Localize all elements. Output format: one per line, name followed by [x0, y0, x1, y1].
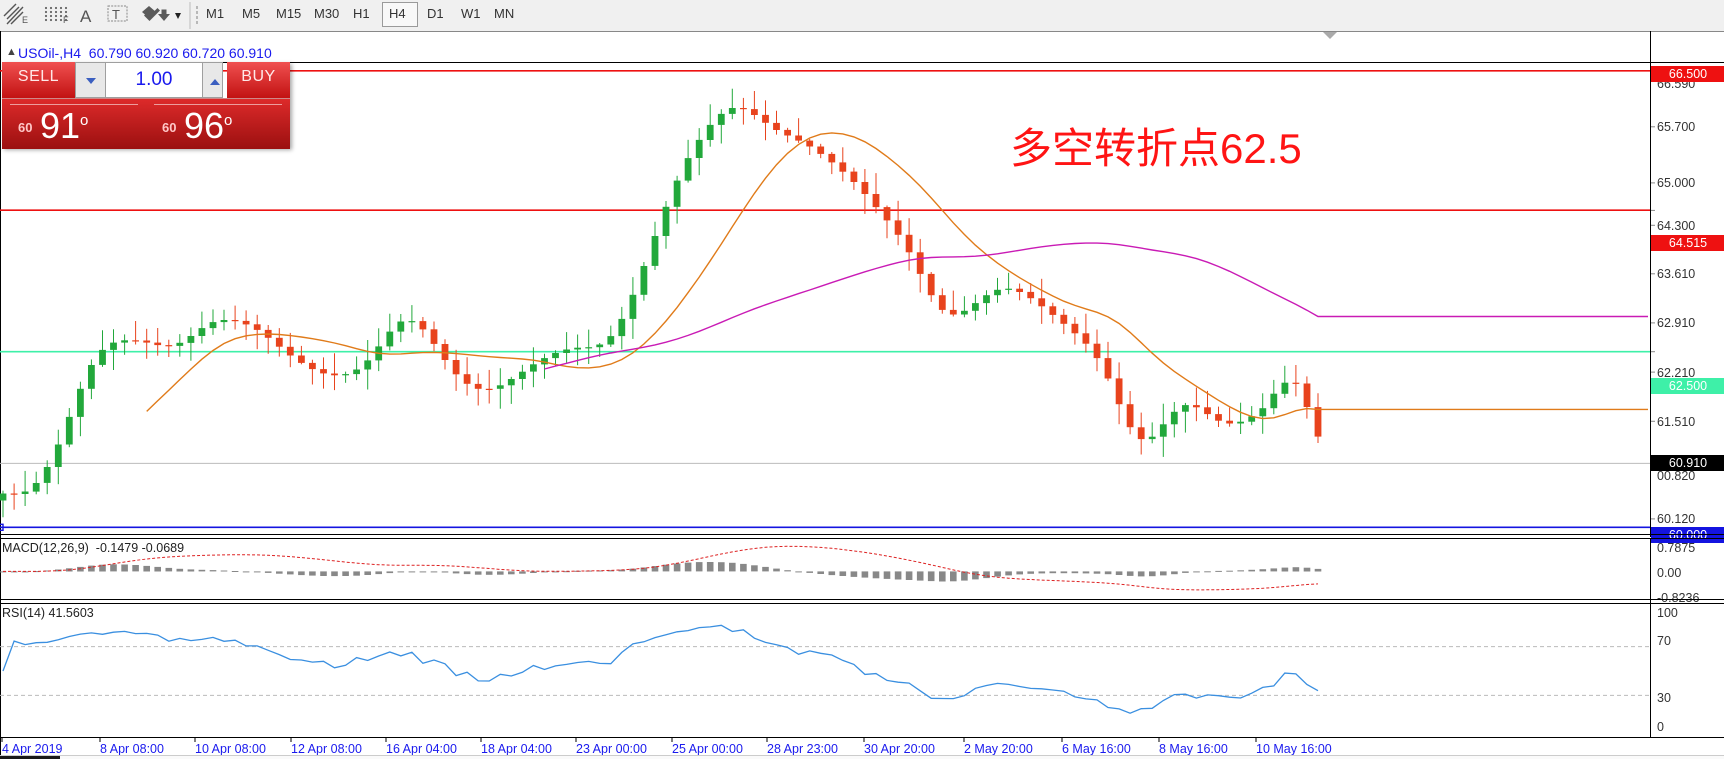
svg-text:多空转折点62.5: 多空转折点62.5 — [1010, 125, 1302, 172]
svg-text:T: T — [112, 7, 120, 22]
svg-text:A: A — [80, 7, 92, 26]
svg-text:F: F — [63, 15, 69, 25]
svg-text:E: E — [22, 15, 28, 25]
